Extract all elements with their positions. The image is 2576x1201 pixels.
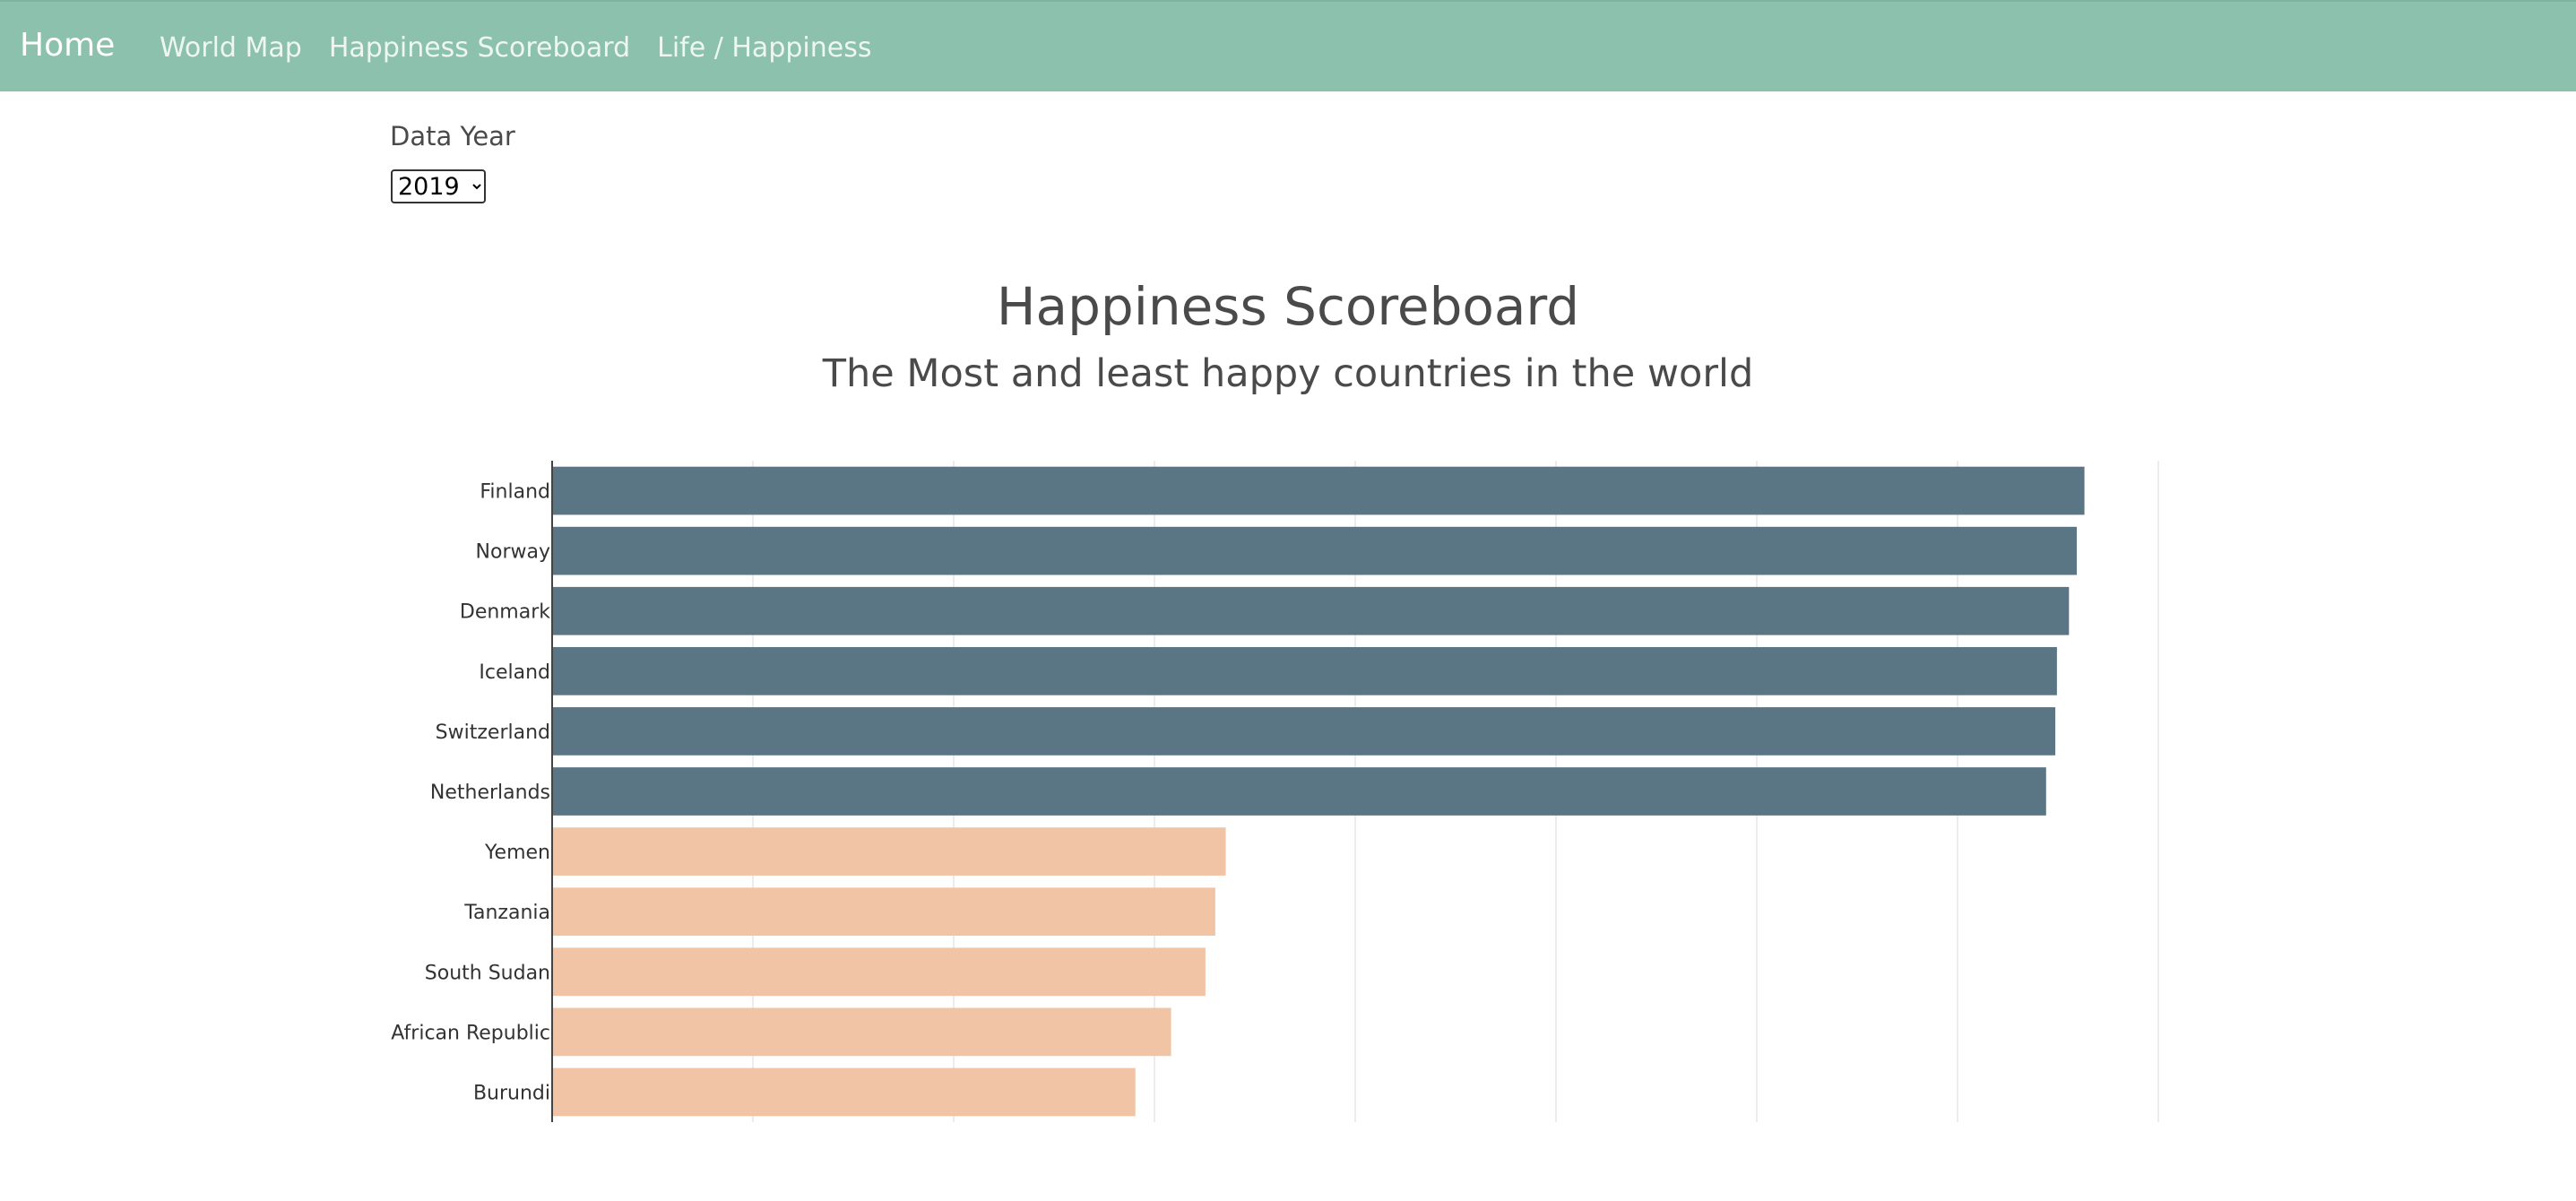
bar-south-sudan[interactable] — [552, 947, 1206, 997]
data-year-select[interactable]: 2019 — [391, 169, 486, 203]
category-label: Switzerland — [436, 721, 550, 744]
chart-category-labels: Finland Norway Denmark Iceland Switzerland Ne… — [391, 481, 550, 1105]
category-label: Finland — [480, 481, 550, 504]
category-label: Tanzania — [463, 902, 550, 924]
category-label: African Republic — [391, 1022, 550, 1044]
bar-african-republic[interactable] — [552, 1007, 1171, 1057]
category-label: Norway — [476, 541, 550, 564]
bar-burundi[interactable] — [552, 1067, 1136, 1117]
category-label: Burundi — [473, 1082, 550, 1104]
category-label: Yemen — [484, 842, 550, 864]
nav-life-happiness-link[interactable]: Life / Happiness — [657, 32, 872, 64]
bar-finland[interactable] — [552, 466, 2085, 515]
chart-gridlines — [752, 461, 2159, 1122]
category-label: South Sudan — [425, 962, 550, 984]
chart-title: Happiness Scoreboard — [996, 276, 1580, 337]
bar-tanzania[interactable] — [552, 887, 1215, 937]
chart-subtitle: The Most and least happy countries in th… — [822, 351, 1754, 396]
nav-home-link[interactable]: Home — [20, 27, 116, 64]
bar-switzerland[interactable] — [552, 707, 2056, 756]
bar-norway[interactable] — [552, 526, 2078, 575]
nav-world-map-link[interactable]: World Map — [160, 32, 302, 64]
chart-bars — [552, 466, 2085, 1117]
bar-iceland[interactable] — [552, 646, 2057, 696]
category-label: Iceland — [479, 661, 550, 684]
bar-yemen[interactable] — [552, 827, 1226, 876]
category-label: Denmark — [460, 601, 550, 624]
data-year-label: Data Year — [390, 121, 515, 151]
navbar: Home World Map Happiness Scoreboard Life… — [0, 0, 2576, 91]
nav-happiness-scoreboard-link[interactable]: Happiness Scoreboard — [328, 32, 631, 64]
category-label: Netherlands — [430, 782, 550, 804]
bar-denmark[interactable] — [552, 586, 2070, 635]
bar-netherlands[interactable] — [552, 767, 2046, 816]
nav-links: World Map Happiness Scoreboard Life / Ha… — [160, 32, 871, 64]
